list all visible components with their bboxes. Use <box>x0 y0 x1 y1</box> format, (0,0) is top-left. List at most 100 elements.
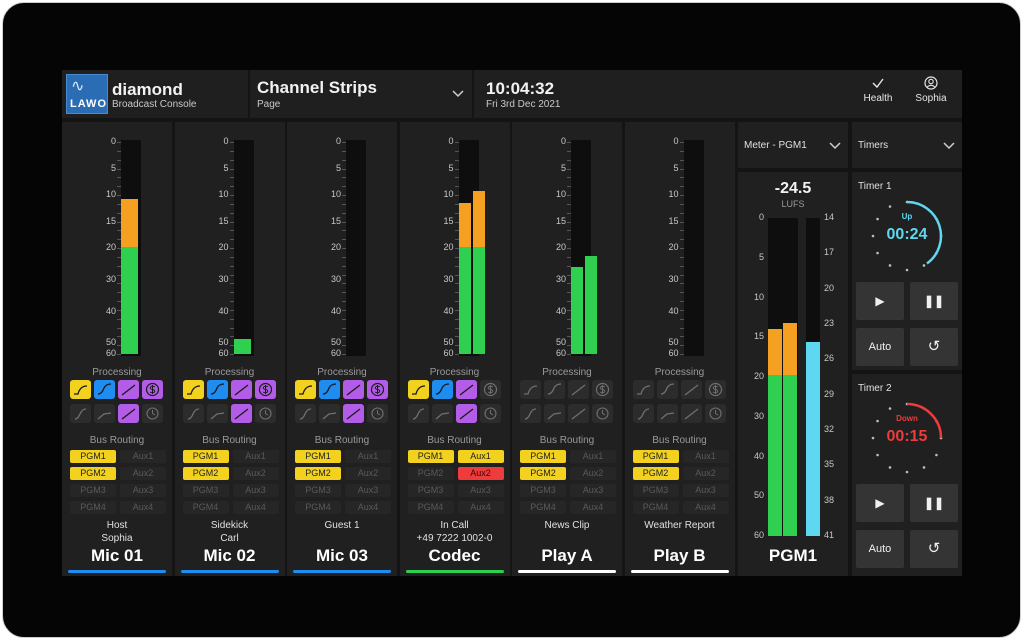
route-pgm3-button[interactable]: PGM3 <box>295 484 341 497</box>
channel-strip[interactable]: 0 5 10 15 20 30 40 50 60 Processing Bus Routing PGM… <box>62 122 172 576</box>
route-aux3-button[interactable]: Aux3 <box>682 484 729 497</box>
delay-button[interactable] <box>704 404 726 423</box>
route-aux1-button[interactable]: Aux1 <box>682 450 729 463</box>
deesser-button[interactable] <box>592 380 613 399</box>
route-pgm4-button[interactable]: PGM4 <box>295 501 341 514</box>
route-pgm3-button[interactable]: PGM3 <box>182 484 229 497</box>
limiter-button[interactable] <box>568 404 589 423</box>
lowcut-filter-button[interactable] <box>70 380 91 399</box>
route-aux4-button[interactable]: Aux4 <box>682 501 729 514</box>
gain-button[interactable] <box>118 380 139 399</box>
route-pgm2-button[interactable]: PGM2 <box>182 467 229 480</box>
route-pgm1-button[interactable]: PGM1 <box>520 450 566 463</box>
gain-button[interactable] <box>455 380 477 399</box>
user-button[interactable]: Sophia <box>908 74 954 114</box>
route-pgm2-button[interactable]: PGM2 <box>632 467 679 480</box>
channel-strip[interactable]: 0 5 10 15 20 30 40 50 60 Processing Bus Routing PGM… <box>399 122 510 576</box>
route-aux4-button[interactable]: Aux4 <box>232 501 279 514</box>
route-pgm1-button[interactable]: PGM1 <box>182 450 229 463</box>
gate-button[interactable] <box>520 404 541 423</box>
route-pgm3-button[interactable]: PGM3 <box>70 484 116 497</box>
route-pgm4-button[interactable]: PGM4 <box>182 501 229 514</box>
deesser-button[interactable] <box>704 380 726 399</box>
lowcut-filter-button[interactable] <box>295 380 316 399</box>
limiter-button[interactable] <box>455 404 477 423</box>
limiter-button[interactable] <box>343 404 364 423</box>
route-aux2-button[interactable]: Aux2 <box>682 467 729 480</box>
route-aux1-button[interactable]: Aux1 <box>120 450 166 463</box>
timer-pause-button[interactable]: ❚❚ <box>910 484 958 522</box>
deesser-button[interactable] <box>254 380 276 399</box>
route-aux3-button[interactable]: Aux3 <box>345 484 391 497</box>
route-pgm3-button[interactable]: PGM3 <box>407 484 454 497</box>
route-aux3-button[interactable]: Aux3 <box>120 484 166 497</box>
eq-button[interactable] <box>544 380 565 399</box>
gate-button[interactable] <box>407 404 429 423</box>
timer-play-button[interactable]: ▶ <box>856 484 904 522</box>
eq-button[interactable] <box>319 380 340 399</box>
eq-button[interactable] <box>656 380 678 399</box>
route-pgm1-button[interactable]: PGM1 <box>70 450 116 463</box>
eq-button[interactable] <box>206 380 228 399</box>
route-aux2-button[interactable]: Aux2 <box>232 467 279 480</box>
route-aux2-button[interactable]: Aux2 <box>457 467 504 480</box>
route-aux4-button[interactable]: Aux4 <box>120 501 166 514</box>
page-selector[interactable]: Channel Strips Page <box>250 70 472 118</box>
route-pgm4-button[interactable]: PGM4 <box>520 501 566 514</box>
lowcut-filter-button[interactable] <box>520 380 541 399</box>
eq-button[interactable] <box>431 380 453 399</box>
lowcut-filter-button[interactable] <box>632 380 654 399</box>
gain-button[interactable] <box>343 380 364 399</box>
route-pgm1-button[interactable]: PGM1 <box>632 450 679 463</box>
health-button[interactable]: Health <box>855 74 901 114</box>
compressor-button[interactable] <box>544 404 565 423</box>
route-pgm2-button[interactable]: PGM2 <box>520 467 566 480</box>
route-aux4-button[interactable]: Aux4 <box>457 501 504 514</box>
eq-button[interactable] <box>94 380 115 399</box>
gain-button[interactable] <box>568 380 589 399</box>
route-aux2-button[interactable]: Aux2 <box>345 467 391 480</box>
timers-selector[interactable]: Timers <box>852 122 962 168</box>
timer-auto-button[interactable]: Auto <box>856 328 904 366</box>
route-pgm2-button[interactable]: PGM2 <box>70 467 116 480</box>
delay-button[interactable] <box>479 404 501 423</box>
delay-button[interactable] <box>254 404 276 423</box>
deesser-button[interactable] <box>142 380 163 399</box>
compressor-button[interactable] <box>94 404 115 423</box>
route-aux1-button[interactable]: Aux1 <box>570 450 616 463</box>
gate-button[interactable] <box>632 404 654 423</box>
compressor-button[interactable] <box>656 404 678 423</box>
timer-pause-button[interactable]: ❚❚ <box>910 282 958 320</box>
meter-selector[interactable]: Meter - PGM1 <box>738 122 848 168</box>
deesser-button[interactable] <box>479 380 501 399</box>
route-aux1-button[interactable]: Aux1 <box>232 450 279 463</box>
route-aux3-button[interactable]: Aux3 <box>570 484 616 497</box>
channel-strip[interactable]: 0 5 10 15 20 30 40 50 60 Processing Bus Routing PGM… <box>624 122 735 576</box>
compressor-button[interactable] <box>206 404 228 423</box>
gate-button[interactable] <box>70 404 91 423</box>
gain-button[interactable] <box>680 380 702 399</box>
compressor-button[interactable] <box>431 404 453 423</box>
gain-button[interactable] <box>230 380 252 399</box>
delay-button[interactable] <box>592 404 613 423</box>
route-aux4-button[interactable]: Aux4 <box>345 501 391 514</box>
route-pgm3-button[interactable]: PGM3 <box>520 484 566 497</box>
limiter-button[interactable] <box>118 404 139 423</box>
compressor-button[interactable] <box>319 404 340 423</box>
timer-auto-button[interactable]: Auto <box>856 530 904 568</box>
route-aux4-button[interactable]: Aux4 <box>570 501 616 514</box>
timer-play-button[interactable]: ▶ <box>856 282 904 320</box>
route-aux1-button[interactable]: Aux1 <box>345 450 391 463</box>
gate-button[interactable] <box>295 404 316 423</box>
channel-strip[interactable]: 0 5 10 15 20 30 40 50 60 Processing Bus Routing PGM… <box>512 122 622 576</box>
delay-button[interactable] <box>142 404 163 423</box>
route-aux3-button[interactable]: Aux3 <box>232 484 279 497</box>
route-aux2-button[interactable]: Aux2 <box>570 467 616 480</box>
gate-button[interactable] <box>182 404 204 423</box>
route-pgm3-button[interactable]: PGM3 <box>632 484 679 497</box>
route-aux3-button[interactable]: Aux3 <box>457 484 504 497</box>
route-pgm2-button[interactable]: PGM2 <box>295 467 341 480</box>
lowcut-filter-button[interactable] <box>407 380 429 399</box>
route-pgm1-button[interactable]: PGM1 <box>407 450 454 463</box>
limiter-button[interactable] <box>230 404 252 423</box>
